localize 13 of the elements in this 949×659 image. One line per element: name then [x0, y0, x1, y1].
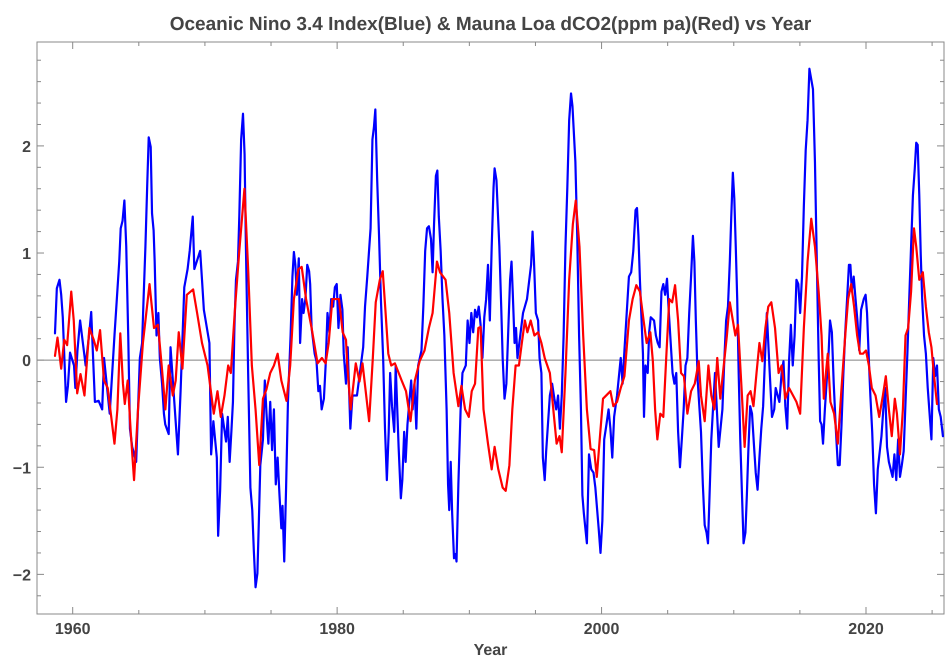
y-tick-label: 0	[22, 353, 32, 370]
x-tick-label: 1960	[54, 621, 91, 638]
y-tick-label: 1	[22, 246, 32, 264]
line-series	[54, 68, 944, 588]
x-tick-label: 1980	[319, 621, 356, 638]
y-tick-label: −2	[12, 567, 32, 584]
x-tick-label: 2020	[848, 621, 884, 638]
line-series	[54, 188, 938, 492]
chart-title: Oceanic Nino 3.4 Index(Blue) & Mauna Loa dCO2(ppm pa)(Red) vs Year	[170, 14, 812, 35]
x-tick-label: 2000	[584, 621, 620, 638]
x-axis-title: Year	[474, 642, 508, 659]
y-tick-label: 2	[22, 138, 32, 156]
y-tick-label: −1	[12, 460, 32, 478]
